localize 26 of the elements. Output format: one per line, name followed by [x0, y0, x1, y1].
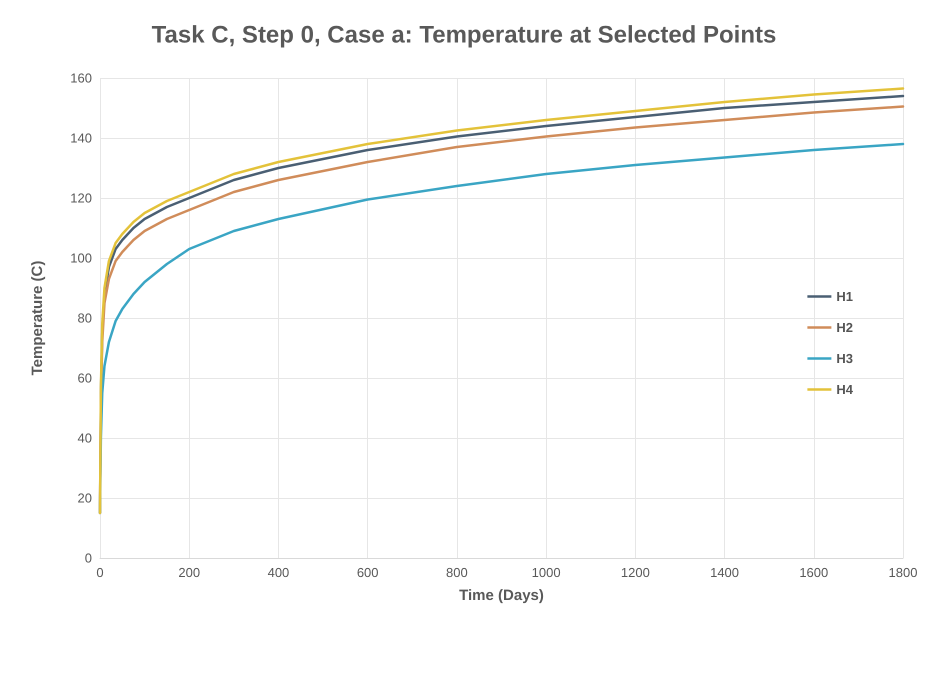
- x-tick-label: 1200: [620, 565, 650, 580]
- x-tick-label: 1400: [710, 565, 740, 580]
- legend-label: H2: [836, 320, 854, 335]
- y-tick-label: 160: [70, 70, 92, 86]
- x-tick-label: 1000: [532, 565, 561, 580]
- legend-label: H4: [836, 382, 854, 397]
- x-tick-label: 600: [356, 565, 379, 580]
- x-tick-label: 1800: [888, 565, 918, 580]
- y-axis-title: Temperature (C): [29, 260, 46, 376]
- legend-label: H3: [836, 351, 854, 366]
- y-tick-label: 40: [78, 430, 92, 446]
- y-tick-label: 20: [78, 490, 92, 506]
- x-tick-label: 400: [268, 565, 290, 580]
- x-tick-label: 200: [178, 565, 200, 580]
- y-tick-label: 140: [70, 130, 92, 146]
- y-tick-label: 0: [84, 550, 92, 566]
- x-axis-title: Time (Days): [459, 587, 544, 604]
- x-tick-label: 800: [446, 565, 468, 580]
- y-tick-label: 80: [78, 310, 92, 326]
- legend-label: H1: [836, 289, 854, 304]
- x-tick-label: 0: [96, 565, 104, 580]
- y-tick-label: 120: [70, 190, 92, 206]
- x-tick-label: 1600: [799, 565, 828, 580]
- chart-title: Task C, Step 0, Case a: Temperature at Selected Points: [152, 22, 776, 48]
- y-tick-label: 60: [78, 370, 92, 386]
- y-tick-label: 100: [70, 250, 92, 266]
